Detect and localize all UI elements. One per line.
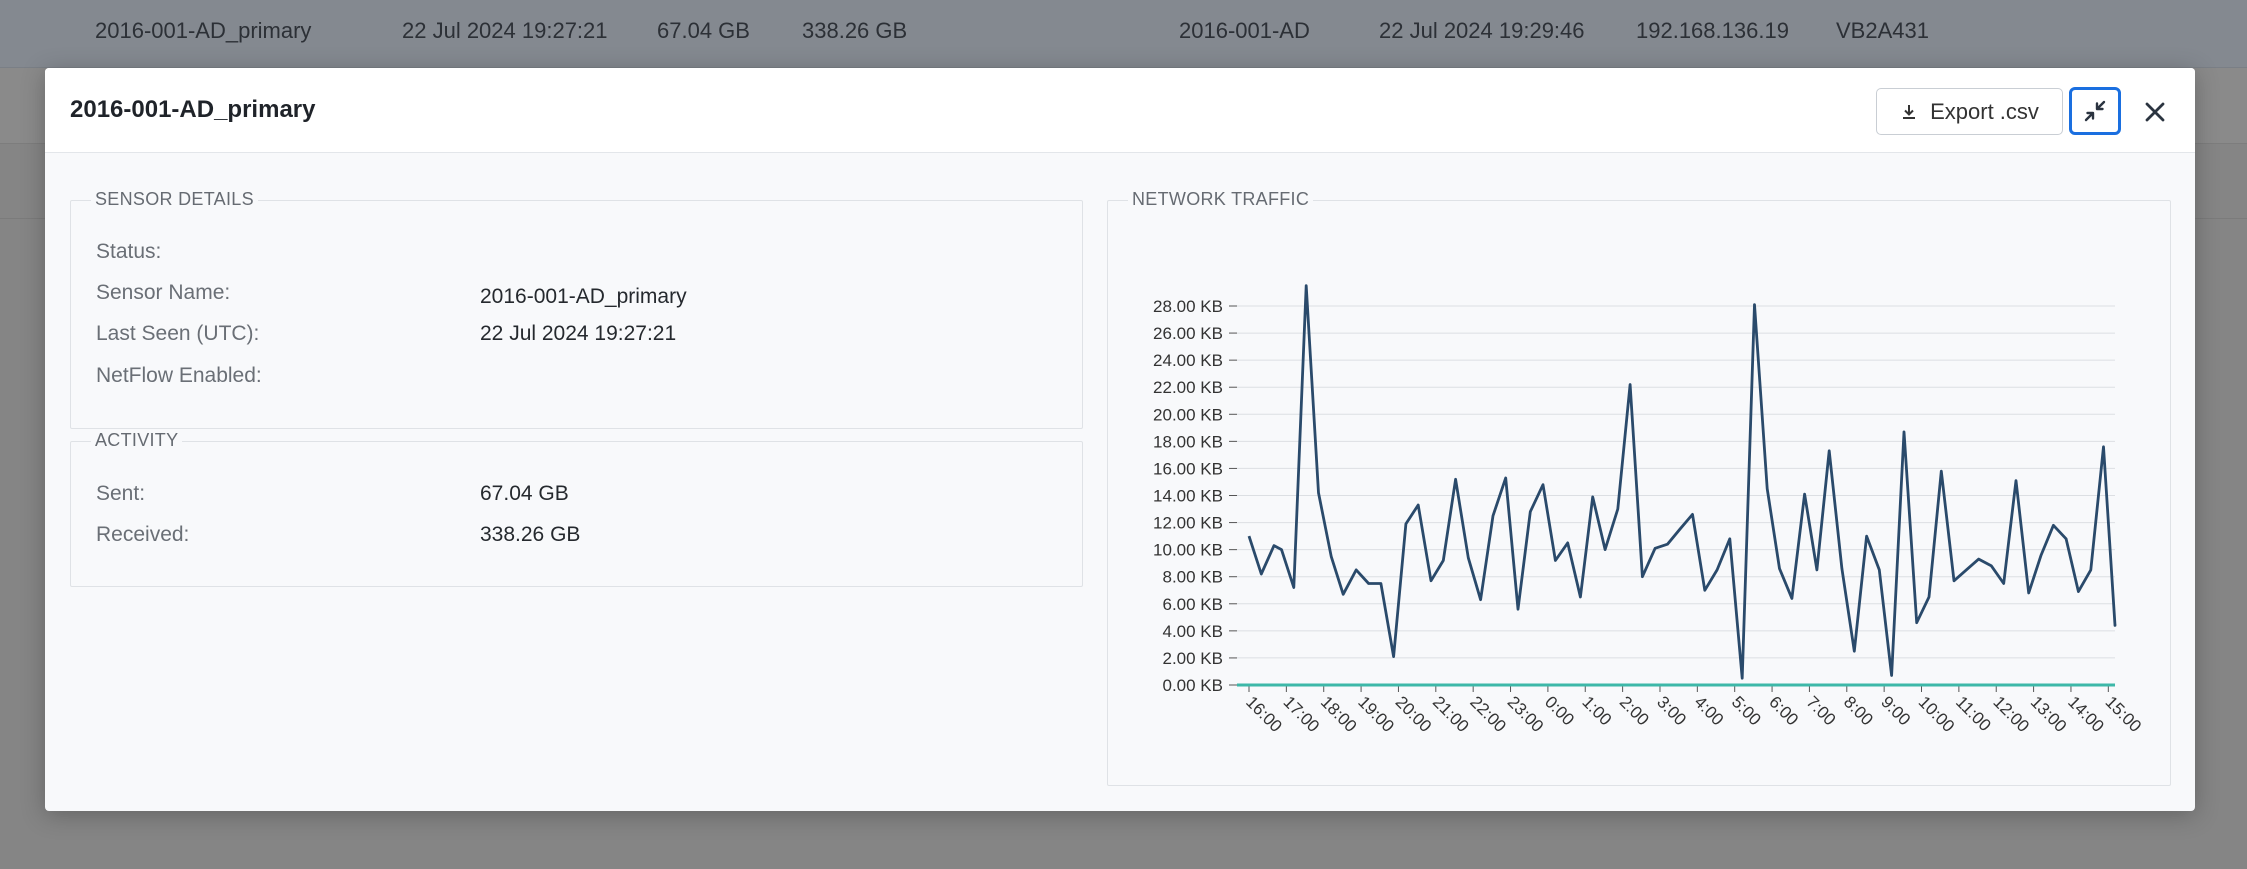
x-tick-label: 16:00 [1242, 692, 1286, 736]
x-tick-label: 5:00 [1728, 692, 1765, 729]
x-tick-label: 4:00 [1691, 692, 1728, 729]
x-tick-label: 7:00 [1803, 692, 1840, 729]
last-seen-value: 22 Jul 2024 19:27:21 [480, 322, 677, 345]
received-label: Received: [96, 523, 190, 546]
network-traffic-chart: 0.00 KB 2.00 KB 4.00 KB 6.00 KB 8.00 KB 10.00… [1153, 284, 2145, 736]
network-traffic-legend: NETWORK TRAFFIC [1128, 189, 1314, 210]
y-tick-label: 12.00 KB [1153, 514, 1223, 533]
x-tick-label: 19:00 [1354, 692, 1398, 736]
received-value: 338.26 GB [480, 523, 581, 546]
x-tick-label: 6:00 [1765, 692, 1802, 729]
y-tick-label: 26.00 KB [1153, 324, 1223, 343]
y-tick-label: 8.00 KB [1163, 568, 1224, 587]
bg-last-seen: 22 Jul 2024 19:27:21 [402, 18, 608, 43]
y-tick-label: 16.00 KB [1153, 459, 1223, 478]
x-tick-label: 17:00 [1280, 692, 1324, 736]
y-tick-label: 28.00 KB [1153, 297, 1223, 316]
sensor-details-panel: SENSOR DETAILS Status: Sensor Name: 2016… [70, 189, 1083, 429]
y-tick-label: 4.00 KB [1163, 622, 1224, 641]
sensor-modal: 2016-001-AD_primary Export .csv SENSOR D… [45, 68, 2195, 811]
x-tick-label: 22:00 [1466, 692, 1510, 736]
x-tick-label: 14:00 [2064, 692, 2108, 736]
background-table-row: 2016-001-AD_primary 22 Jul 2024 19:27:21… [0, 0, 2247, 68]
traffic-series-line [1247, 284, 2117, 680]
x-tick-label: 20:00 [1392, 692, 1436, 736]
collapse-button[interactable] [2069, 87, 2121, 135]
y-tick-label: 22.00 KB [1153, 378, 1223, 397]
bg-received: 338.26 GB [802, 18, 908, 43]
y-tick-label: 10.00 KB [1153, 541, 1223, 560]
bg-sent: 67.04 GB [657, 18, 750, 43]
y-tick-label: 24.00 KB [1153, 351, 1223, 370]
close-icon [2145, 102, 2165, 122]
collapse-icon [2084, 100, 2106, 122]
bg-sensor-name: 2016-001-AD_primary [95, 18, 312, 43]
x-tick-label: 1:00 [1578, 692, 1615, 729]
y-tick-label: 2.00 KB [1163, 649, 1224, 668]
chart-grid [1237, 305, 2115, 686]
x-tick-label: 13:00 [2027, 692, 2071, 736]
y-tick-label: 0.00 KB [1163, 676, 1224, 695]
x-tick-label: 12:00 [1989, 692, 2033, 736]
export-csv-button[interactable]: Export .csv [1876, 88, 2063, 135]
x-tick-label: 10:00 [1915, 692, 1959, 736]
bg-device-name: 2016-001-AD [1179, 18, 1310, 43]
bg-ip: 192.168.136.19 [1636, 18, 1789, 43]
y-tick-label: 20.00 KB [1153, 405, 1223, 424]
x-tick-label: 23:00 [1504, 692, 1548, 736]
modal-title: 2016-001-AD_primary [70, 96, 316, 123]
x-tick-label: 8:00 [1840, 692, 1877, 729]
x-tick-label: 0:00 [1541, 692, 1578, 729]
network-traffic-panel: NETWORK TRAFFIC 0.00 KB 2.00 KB 4.00 KB 6.0… [1107, 189, 2171, 786]
download-icon [1903, 104, 1916, 119]
netflow-enabled-label: NetFlow Enabled: [96, 364, 262, 387]
sent-label: Sent: [96, 482, 146, 505]
x-tick-label: 11:00 [1952, 692, 1995, 735]
sent-value: 67.04 GB [480, 482, 569, 505]
x-tick-label: 3:00 [1653, 692, 1690, 729]
activity-panel: ACTIVITY Sent: 67.04 GB Received: 338.26… [70, 430, 1083, 587]
y-tick-label: 14.00 KB [1153, 487, 1223, 506]
activity-legend: ACTIVITY [91, 430, 183, 451]
close-button[interactable] [2135, 92, 2175, 132]
x-tick-label: 21:00 [1429, 692, 1473, 736]
export-csv-label: Export .csv [1930, 98, 2039, 124]
x-axis: 16:0017:0018:0019:0020:0021:0022:0023:00… [1242, 685, 2145, 736]
status-label: Status: [96, 240, 162, 263]
sensor-details-legend: SENSOR DETAILS [91, 189, 258, 210]
y-axis: 0.00 KB 2.00 KB 4.00 KB 6.00 KB 8.00 KB 10.00… [1153, 297, 1237, 695]
bg-device-seen: 22 Jul 2024 19:29:46 [1379, 18, 1585, 43]
bg-serial: VB2A431 [1836, 18, 1929, 43]
y-tick-label: 18.00 KB [1153, 432, 1223, 451]
y-tick-label: 6.00 KB [1163, 595, 1224, 614]
last-seen-label: Last Seen (UTC): [96, 322, 260, 345]
x-tick-label: 2:00 [1616, 692, 1653, 729]
sensor-name-label: Sensor Name: [96, 281, 231, 304]
sensor-name-value: 2016-001-AD_primary [480, 285, 687, 308]
modal-header: 2016-001-AD_primary Export .csv [45, 68, 2195, 153]
x-tick-label: 9:00 [1877, 692, 1914, 729]
x-tick-label: 15:00 [2101, 692, 2145, 736]
x-tick-label: 18:00 [1317, 692, 1361, 736]
